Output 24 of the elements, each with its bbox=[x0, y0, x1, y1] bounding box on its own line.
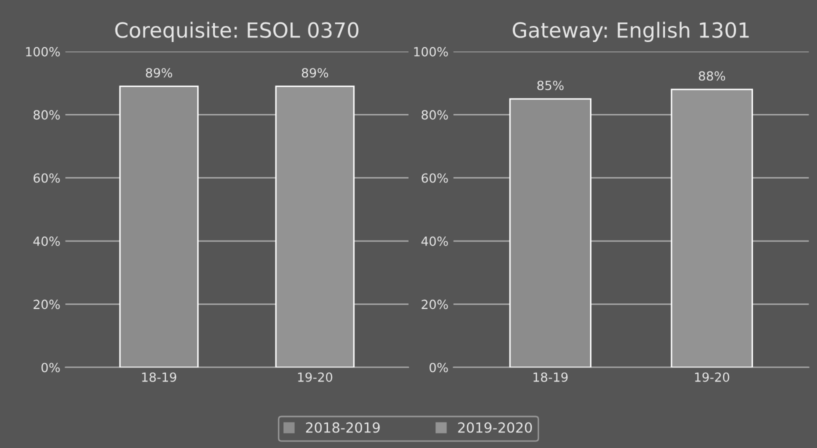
y-tick-label: 80% bbox=[34, 110, 60, 120]
y-tick-label: 100% bbox=[414, 46, 448, 56]
y-tick-label: 80% bbox=[422, 110, 448, 120]
y-tick-label: 40% bbox=[421, 236, 448, 246]
y-tick-label: 60% bbox=[422, 173, 448, 183]
y-tick-label: 100% bbox=[26, 46, 60, 56]
text: 89% bbox=[146, 68, 172, 78]
y-tick-label: 60% bbox=[34, 173, 60, 183]
y-tick-label: 0% bbox=[430, 362, 448, 372]
y-tick-label: 20% bbox=[422, 300, 448, 310]
text: 85% bbox=[537, 80, 564, 90]
text: 89% bbox=[302, 68, 328, 78]
x-tick-label: 19-20 bbox=[695, 372, 730, 382]
legend-label: 2018-2019 bbox=[306, 422, 380, 433]
text: 88% bbox=[698, 71, 726, 81]
chart-title: Gateway: English 1301 bbox=[512, 22, 749, 42]
legend-label: 2019-2020 bbox=[458, 422, 532, 433]
x-tick-label: 19-20 bbox=[298, 372, 332, 382]
x-tick-label: 18-19 bbox=[142, 372, 176, 382]
y-tick-label: 0% bbox=[41, 362, 60, 372]
y-tick-label: 40% bbox=[33, 236, 60, 246]
y-tick-label: 20% bbox=[34, 300, 60, 310]
chart-title: Corequisite: ESOL 0370 bbox=[115, 22, 358, 42]
x-tick-label: 18-19 bbox=[534, 372, 568, 382]
